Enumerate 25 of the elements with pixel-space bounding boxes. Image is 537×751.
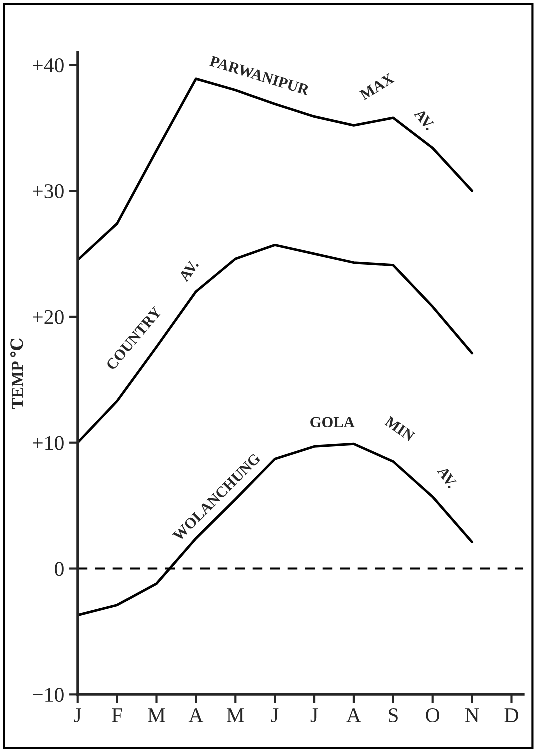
annotation: AV. [178,259,200,283]
x-tick-label: J [74,708,82,723]
x-tick-label: M [226,708,244,722]
x-tick-label: A [346,708,362,722]
x-tick-label: N [465,708,480,722]
annotation: AV. [437,466,458,489]
annotation: AV. [414,108,436,132]
y-tick-label: −10 [33,688,64,702]
x-tick-label: M [148,708,166,722]
annotation: GOLA [310,417,355,428]
x-tick-label: F [112,708,122,722]
x-tick-label: D [504,708,518,722]
x-tick-label: A [188,708,204,722]
y-tick-label: +10 [33,436,64,450]
x-tick-label: O [426,708,440,723]
y-tick-label: +30 [33,184,64,198]
line-series [78,244,474,444]
y-tick-label: +20 [33,310,64,324]
annotation: MIN [384,416,416,442]
x-tick-label: S [389,708,398,723]
x-tick-label: J [271,708,279,723]
x-tick-label: J [310,708,318,723]
y-axis-title: TEMP ℃ [10,338,24,410]
y-tick-label: +40 [33,58,64,73]
y-tick-label: 0 [55,562,64,576]
